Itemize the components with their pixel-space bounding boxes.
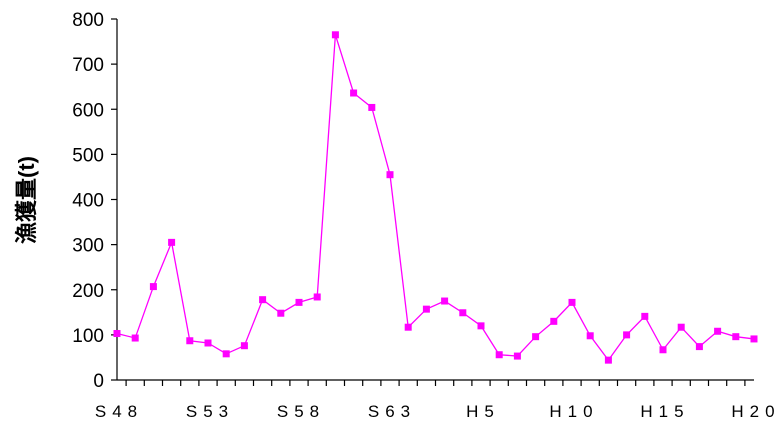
data-point-marker [695,343,703,351]
x-tick-label: S48 [95,402,143,421]
data-point-marker [422,305,430,313]
data-point-marker [331,31,339,39]
data-point-marker [295,298,303,306]
x-axis: S48 S53 S58 S63 H5 H10 H15 H20 [95,379,774,421]
y-tick-label: 300 [72,236,104,257]
data-point-marker [441,297,449,305]
data-point-marker [240,342,248,350]
data-point-marker [404,323,412,331]
data-point-marker [568,298,576,306]
y-tick-label: 700 [72,55,104,76]
data-point-marker [532,333,540,341]
y-axis: 0 100 200 300 400 500 600 700 800 [72,10,118,392]
data-point-marker [149,283,157,291]
data-point-marker [259,296,267,304]
y-tick-label: 0 [93,371,104,392]
data-point-marker [604,356,612,364]
data-point-marker [386,171,394,179]
y-tick-label: 100 [72,326,104,347]
data-point-marker [750,335,758,343]
y-tick-label: 400 [72,191,104,212]
data-point-marker [677,323,685,331]
data-point-marker [368,103,376,111]
y-axis-title: 漁獲量(t) [14,156,39,244]
data-point-marker [186,337,194,345]
data-point-marker [495,351,503,359]
y-tick-label: 500 [72,145,104,166]
series-line [116,34,755,362]
data-point-marker [277,309,285,317]
data-point-marker [659,346,667,354]
x-tick-label: S53 [186,402,234,421]
data-point-marker [168,238,176,246]
x-tick-label: H15 [640,402,689,421]
data-point-marker [641,312,649,320]
data-point-marker [550,317,558,325]
data-point-marker [714,327,722,335]
y-tick-label: 800 [72,10,104,31]
data-point-marker [204,339,212,347]
data-point-marker [586,332,594,340]
data-point-marker [477,322,485,330]
data-point-marker [131,334,139,342]
data-point-marker [222,350,230,358]
data-point-marker [350,89,358,97]
x-tick-label: H10 [549,402,598,421]
x-tick-label: H20 [731,402,774,421]
data-point-marker [513,352,521,360]
x-tick-label: S63 [368,402,416,421]
y-tick-label: 600 [72,100,104,121]
x-tick-label: S58 [277,402,325,421]
data-point-marker [113,330,121,338]
series-group [113,31,758,364]
data-point-marker [732,333,740,341]
x-tick-label: H5 [466,402,500,421]
data-point-marker [459,309,467,317]
y-tick-label: 200 [72,281,104,302]
data-point-marker [623,331,631,339]
data-point-marker [313,293,321,301]
